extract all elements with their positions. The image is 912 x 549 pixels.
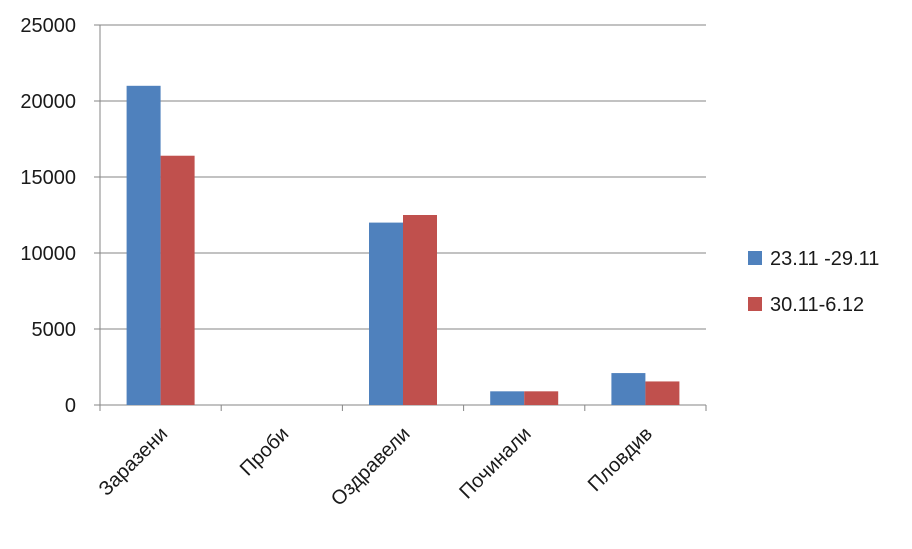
x-category-label: Починали	[455, 423, 535, 503]
bar-series1	[126, 85, 161, 406]
x-category-label: Заразени	[95, 423, 172, 500]
x-category-labels: Заразени Проби Оздравели Починали Пловдив	[95, 423, 657, 511]
bars	[126, 85, 680, 406]
bar-series1	[369, 222, 403, 405]
bar-series2	[524, 391, 559, 405]
y-tick-label: 20000	[20, 91, 76, 113]
x-category-label: Оздравели	[327, 423, 415, 511]
y-tick-label: 15000	[20, 167, 76, 189]
gridlines	[100, 24, 706, 330]
y-tick-label: 10000	[20, 243, 76, 265]
bar-series2	[160, 155, 195, 405]
legend-label: 23.11 -29.11	[770, 248, 879, 270]
bar-series1	[611, 373, 646, 405]
legend-label: 30.11-6.12	[770, 294, 864, 316]
y-tick-label: 5000	[32, 319, 77, 341]
y-tick-label: 0	[65, 395, 76, 417]
y-tick-label: 25000	[20, 15, 76, 37]
x-category-label: Проби	[236, 423, 293, 480]
legend-swatch	[748, 297, 762, 311]
x-category-label: Пловдив	[584, 423, 657, 496]
legend: 23.11 -29.11 30.11-6.12	[748, 248, 879, 316]
legend-swatch	[748, 251, 762, 265]
bar-series1	[490, 391, 525, 405]
bar-series2	[403, 215, 437, 405]
bar-series2	[645, 381, 680, 405]
y-tick-labels: 0 5000 10000 15000 20000 25000	[20, 15, 76, 417]
